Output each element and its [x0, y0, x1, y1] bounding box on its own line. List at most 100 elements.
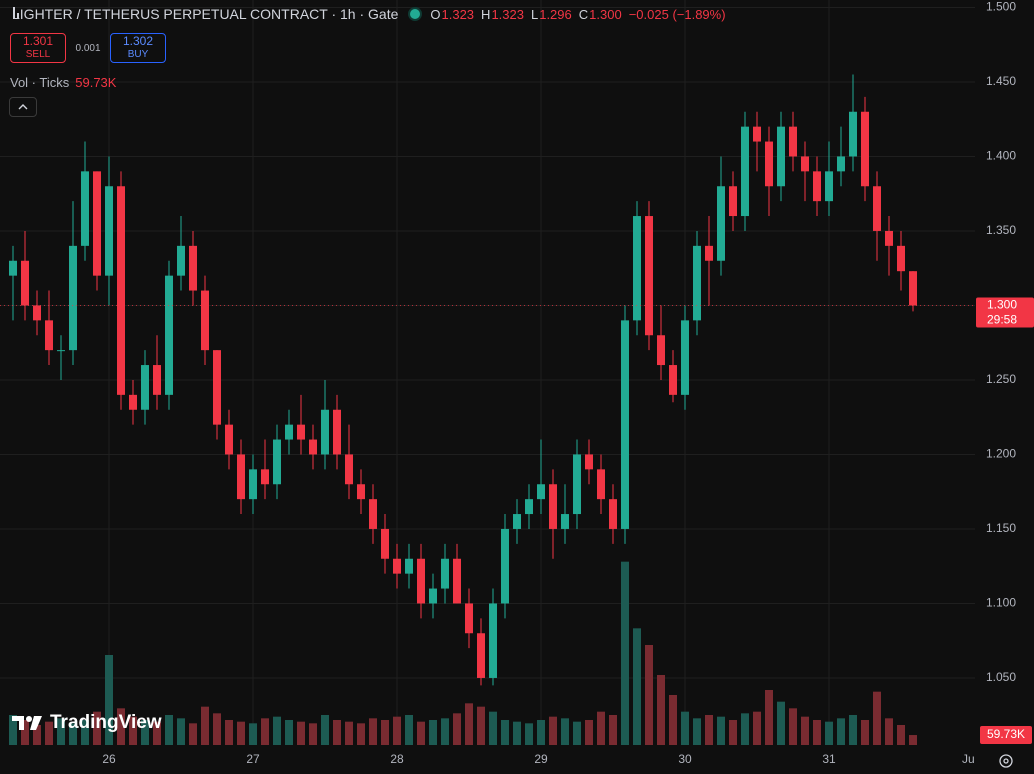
volume-bar — [657, 675, 665, 745]
volume-bar — [873, 691, 881, 745]
candle-body — [309, 439, 317, 455]
candle-body — [273, 439, 281, 485]
volume-bar — [165, 715, 173, 745]
candle-body — [669, 365, 677, 395]
candle-body — [45, 320, 53, 351]
volume-bar — [93, 711, 101, 745]
candle-body — [153, 365, 161, 395]
x-tick-label: 26 — [102, 752, 116, 766]
volume-bar — [465, 703, 473, 745]
buy-price: 1.302 — [122, 34, 154, 48]
ohlc-key: L — [530, 6, 539, 22]
volume-bar — [885, 718, 893, 745]
candle-body — [753, 126, 761, 142]
candle-body — [813, 171, 821, 202]
candle-body — [525, 499, 533, 515]
price-label-box — [976, 297, 1034, 328]
volume-bar — [609, 715, 617, 745]
x-tick-label: 28 — [390, 752, 404, 766]
candle-body — [33, 305, 41, 321]
candle-body — [633, 216, 641, 321]
volume-bar — [477, 706, 485, 745]
collapse-button[interactable] — [9, 97, 37, 117]
y-tick-label: 1.500 — [986, 0, 1016, 14]
y-tick-label: 1.350 — [986, 223, 1016, 237]
volume-bar — [837, 718, 845, 745]
volume-bar — [213, 713, 221, 745]
volume-bar — [909, 735, 917, 745]
volume-bar — [261, 718, 269, 745]
candle-body — [837, 156, 845, 172]
candle-body — [345, 454, 353, 485]
candle-body — [537, 484, 545, 500]
volume-bar — [393, 716, 401, 745]
candle-body — [621, 320, 629, 529]
candle-body — [717, 186, 725, 261]
volume-bar — [153, 721, 161, 745]
buy-button[interactable]: 1.302 BUY — [110, 33, 166, 63]
volume-bar — [381, 720, 389, 745]
volume-bar — [729, 720, 737, 745]
y-tick-label: 1.450 — [986, 74, 1016, 88]
volume-bar — [741, 713, 749, 745]
countdown: 29:58 — [987, 313, 1017, 327]
volume-bar — [825, 721, 833, 745]
indicator-name[interactable]: Vol · Ticks — [10, 75, 70, 90]
volume-bar — [669, 695, 677, 745]
candle-body — [765, 141, 773, 187]
symbol-title[interactable]: LIGHTER / TETHERUS PERPETUAL CONTRACT · … — [12, 6, 399, 22]
x-tick-label: 31 — [822, 752, 836, 766]
x-tick-label: 27 — [246, 752, 260, 766]
ohlc-value: 1.296 — [539, 6, 572, 22]
chevron-icon — [18, 104, 28, 110]
candle-body — [237, 454, 245, 500]
volume-bar — [573, 721, 581, 745]
volume-bar — [621, 561, 629, 745]
candle-body — [105, 186, 113, 276]
candle-body — [477, 633, 485, 678]
y-tick-label: 1.250 — [986, 372, 1016, 386]
volume-bar — [501, 720, 509, 745]
status-dot — [410, 9, 421, 19]
volume-bar — [321, 715, 329, 745]
candle-body — [225, 424, 233, 455]
volume-bar — [345, 721, 353, 745]
candle-body — [417, 558, 425, 604]
sell-button[interactable]: 1.301 SELL — [10, 33, 66, 63]
candle-body — [9, 260, 17, 276]
legend-header: LIGHTER / TETHERUS PERPETUAL CONTRACT · … — [12, 6, 726, 22]
candle-body — [333, 409, 341, 455]
candle-body — [885, 230, 893, 246]
volume-bar — [57, 718, 65, 745]
candle-body — [873, 186, 881, 231]
volume-bar — [849, 715, 857, 745]
volume-bar — [789, 708, 797, 745]
volume-label: 59.73K — [987, 727, 1025, 741]
volume-bar — [549, 716, 557, 745]
symbol-logo — [13, 7, 19, 19]
volume-bar — [21, 720, 29, 745]
volume-bar — [717, 716, 725, 745]
volume-bar — [297, 721, 305, 745]
candle-body — [513, 514, 521, 529]
volume-bar — [309, 723, 317, 745]
candle-body — [93, 171, 101, 276]
candle-body — [609, 499, 617, 529]
candle-body — [849, 111, 857, 157]
volume-bar — [897, 725, 905, 745]
y-tick-label: 1.200 — [986, 447, 1016, 461]
ohlc-key: H — [481, 6, 491, 22]
candle-body — [117, 186, 125, 395]
volume-bar — [129, 716, 137, 745]
volume-bar — [453, 713, 461, 745]
candle-body — [321, 409, 329, 455]
volume-bar — [81, 720, 89, 745]
candle-body — [213, 350, 221, 425]
volume-bar — [141, 720, 149, 745]
candle-body — [705, 245, 713, 261]
ohlc-value: 1.323 — [441, 6, 475, 22]
x-tick-label: 30 — [678, 752, 692, 766]
y-tick-label: 1.400 — [986, 149, 1016, 163]
settings-icon[interactable] — [994, 751, 1024, 771]
